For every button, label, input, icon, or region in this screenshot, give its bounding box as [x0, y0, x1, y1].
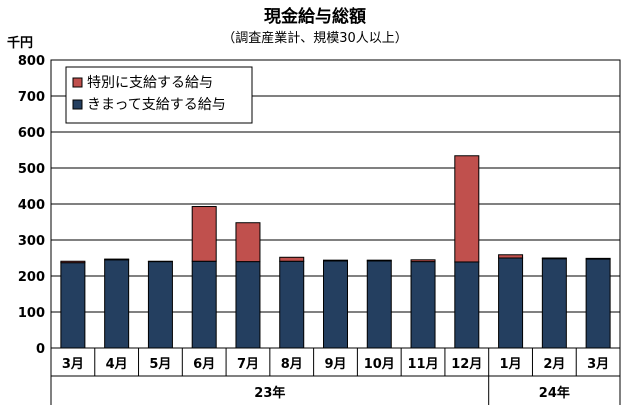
x-tick-label: 4月 [106, 357, 128, 372]
bar-regular-5 [235, 261, 261, 349]
x-tick-label: 7月 [237, 357, 259, 372]
bar-special-11 [498, 254, 524, 259]
y-tick-label: 600 [18, 126, 45, 141]
x-tick-label: 10月 [364, 357, 395, 372]
bar-regular-9 [410, 261, 436, 349]
y-tick-label: 800 [18, 54, 45, 69]
x-tick-label: 5月 [149, 357, 171, 372]
x-tick-label: 11月 [407, 357, 438, 372]
bar-regular-13 [585, 258, 611, 349]
y-tick-label: 200 [18, 270, 45, 285]
year-group-label: 24年 [539, 385, 570, 401]
plot-border [50, 59, 621, 349]
y-tick-label: 300 [18, 234, 45, 249]
bar-special-1 [60, 260, 86, 264]
y-tick-label: 100 [18, 306, 45, 321]
bar-special-9 [410, 259, 436, 263]
bar-special-7 [323, 259, 348, 262]
x-tick-label: 8月 [281, 357, 303, 372]
bar-regular-8 [366, 260, 392, 349]
y-tick-label: 700 [18, 90, 45, 105]
bar-special-8 [366, 259, 392, 262]
year-group-label: 23年 [254, 385, 285, 401]
bar-regular-4 [191, 260, 217, 349]
bar-special-10 [454, 155, 480, 263]
x-tick-label: 3月 [62, 357, 84, 372]
y-axis-unit: 千円 [7, 35, 33, 51]
bar-regular-1 [60, 262, 86, 349]
x-tick-label: 3月 [587, 357, 609, 372]
bar-regular-10 [454, 261, 480, 349]
bar-regular-7 [323, 260, 348, 349]
bar-special-2 [104, 258, 130, 261]
plot-area: 0 100 200 300 400 500 600 700 800 3月 4月 5月 6月 7月 8月 9月 1… [18, 54, 621, 405]
bar-special-5 [235, 222, 261, 263]
x-tick-label: 12月 [451, 357, 482, 372]
x-tick-label: 1月 [500, 357, 522, 372]
bar-regular-12 [541, 258, 567, 349]
bar-special-4 [191, 206, 217, 262]
bar-special-12 [541, 257, 567, 260]
bar-special-13 [585, 257, 611, 260]
bar-special-6 [279, 256, 305, 262]
y-tick-label: 500 [18, 162, 45, 177]
x-tick-label: 2月 [543, 357, 565, 372]
legend-box [65, 66, 253, 124]
legend-swatch-special [72, 77, 83, 88]
y-tick-label: 0 [36, 342, 45, 357]
chart-subtitle: （調査産業計、規模30人以上） [222, 30, 408, 46]
legend-label-special: 特別に支給する給与 [87, 75, 213, 91]
x-tick-label: 6月 [193, 357, 215, 372]
bar-regular-3 [147, 261, 173, 349]
legend-swatch-regular [72, 99, 83, 110]
x-tick-label: 9月 [324, 357, 346, 372]
y-tick-label: 400 [18, 198, 45, 213]
chart-title: 現金給与総額 [264, 6, 366, 27]
legend-label-regular: きまって支給する給与 [87, 97, 226, 113]
bar-regular-2 [104, 259, 130, 349]
bar-regular-6 [279, 260, 305, 349]
bar-regular-11 [498, 257, 524, 349]
